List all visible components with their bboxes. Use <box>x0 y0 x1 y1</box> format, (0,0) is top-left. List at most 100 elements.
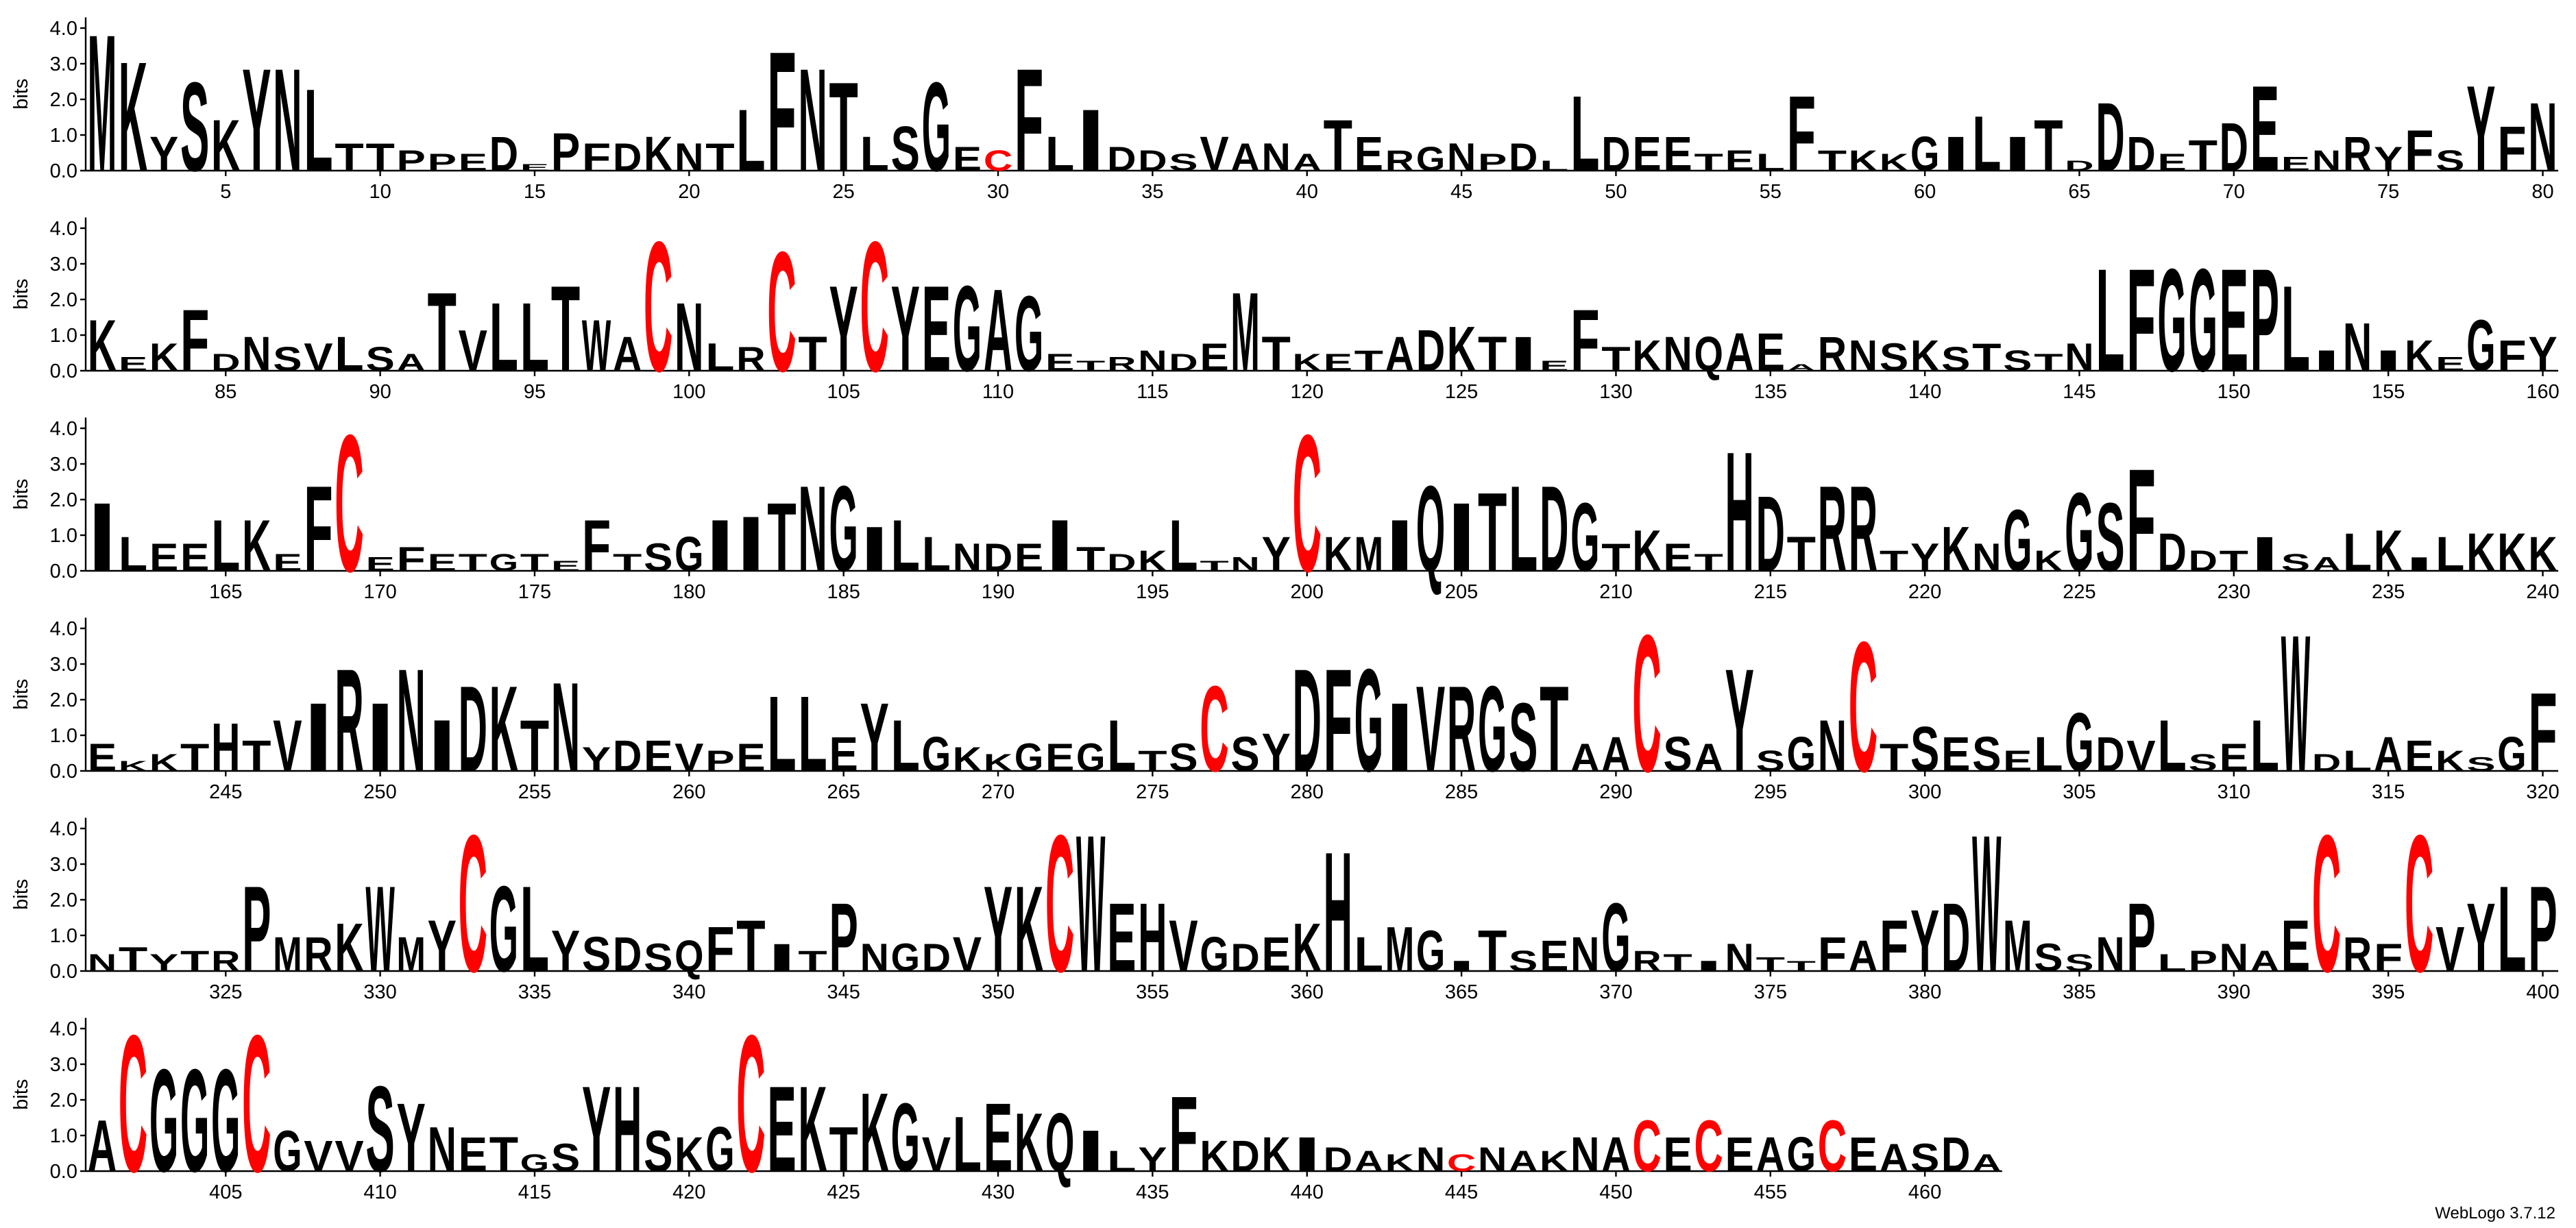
x-tick-label: 115 <box>1137 381 1168 403</box>
logo-letter: D <box>613 732 642 781</box>
logo-letter: T <box>1756 954 1786 976</box>
logo-letter: Y <box>242 39 271 202</box>
x-tick-label: 230 <box>2217 581 2250 603</box>
logo-letter: F <box>2528 670 2557 796</box>
logo-letter: D <box>2189 545 2217 577</box>
logo-letter: C <box>1632 593 1661 813</box>
logo-letter: I <box>1509 327 1538 382</box>
logo-letter: G <box>1416 140 1445 178</box>
x-tick-label: 30 <box>987 181 1009 203</box>
x-tick-label: 110 <box>982 381 1014 403</box>
logo-letter: Y <box>2466 883 2495 992</box>
logo-letter: Y <box>2528 327 2557 382</box>
logo-letter: E <box>1756 322 1785 382</box>
logo-letter: I <box>88 483 117 592</box>
x-tick-label: 325 <box>209 981 242 1003</box>
logo-letter: F <box>397 540 426 578</box>
logo-letter: E <box>1014 537 1043 580</box>
logo-letter: P <box>397 145 426 177</box>
logo-letter: F <box>2497 113 2526 184</box>
logo-letter: L <box>119 527 147 582</box>
logo-letter: E <box>1663 127 1692 182</box>
logo-letter: P <box>2189 945 2217 977</box>
logo-letter: E <box>644 732 672 781</box>
logo-letter: E <box>1324 349 1352 376</box>
y-tick-label: 0.0 <box>50 1161 77 1183</box>
logo-letter: R <box>1818 327 1847 382</box>
logo-letter: Y <box>1261 527 1290 582</box>
logo-letter: I <box>2374 345 2403 377</box>
logo-letter: G <box>2065 470 2093 595</box>
x-tick-label: 100 <box>672 381 705 403</box>
logo-letter: N <box>551 656 580 798</box>
logo-letter: C <box>1818 1105 1847 1187</box>
logo-letter: C <box>984 145 1012 177</box>
logo-letter: D <box>211 349 240 376</box>
logo-letter: K <box>1632 332 1661 380</box>
logo-letter: K <box>119 30 147 204</box>
logo-letter: T <box>365 136 394 180</box>
logo-letter: R <box>1818 460 1847 598</box>
logo-letter: L <box>1756 149 1785 176</box>
logo-letter: S <box>1509 945 1538 977</box>
logo-letter: T <box>242 732 271 781</box>
logo-letter: K <box>2435 745 2465 777</box>
x-tick-label: 95 <box>524 381 546 403</box>
x-tick-label: 170 <box>363 581 396 603</box>
logo-letter: T <box>1972 336 2001 380</box>
logo-letter: N <box>1972 537 2001 580</box>
logo-letter: K <box>119 758 148 774</box>
logo-letter: Y <box>428 905 457 987</box>
y-tick-label: 4.0 <box>50 1018 77 1040</box>
logo-letter: T <box>489 1127 518 1182</box>
logo-letter: K <box>1632 518 1661 584</box>
y-tick-label: 1.0 <box>50 725 77 747</box>
logo-letter: L <box>2158 949 2187 977</box>
logo-letter: Y <box>1725 639 1754 802</box>
logo-letter: G <box>675 527 703 582</box>
logo-letter: E <box>1725 145 1754 177</box>
logo-letter: K <box>1910 332 1939 380</box>
logo-letter: T <box>1076 540 1106 578</box>
logo-letter: N <box>1570 1127 1599 1182</box>
logo-letter: L <box>2095 239 2124 402</box>
logo-letter: G <box>891 937 920 980</box>
logo-letter: K <box>2497 522 2526 582</box>
logo-letter: F <box>180 292 209 390</box>
logo-letter: C <box>767 217 796 408</box>
logo-letter: G <box>1014 274 1043 394</box>
logo-letter: K <box>1293 910 1322 986</box>
logo-letter: T <box>1880 737 1908 780</box>
logo-letter: P <box>242 861 271 998</box>
logo-letter: S <box>2466 754 2495 776</box>
x-tick-label: 145 <box>2063 381 2095 403</box>
logo-letter: E <box>2003 745 2032 777</box>
logo-letter: P <box>1478 149 1507 176</box>
logo-letter: H <box>1324 818 1352 1008</box>
logo-letter: L <box>2158 705 2187 787</box>
logo-letter: G <box>180 1040 209 1203</box>
logo-letter: G <box>1478 661 1507 798</box>
y-axis-label: bits <box>10 679 32 710</box>
x-tick-label: 65 <box>2068 181 2090 203</box>
logo-letter: A <box>1385 327 1414 382</box>
logo-letter: S <box>2189 749 2217 776</box>
logo-letter: W <box>1972 794 2001 1013</box>
logo-letter: A <box>88 1105 117 1187</box>
logo-letter: E <box>2435 354 2464 376</box>
logo-letter: Q <box>1694 327 1723 382</box>
logo-letter: C <box>2312 794 2341 1013</box>
x-tick-label: 105 <box>827 381 860 403</box>
logo-letter: A <box>2250 945 2279 977</box>
logo-letter: T <box>1694 549 1723 576</box>
logo-letter: I <box>428 705 457 787</box>
logo-letter: L <box>2250 705 2279 787</box>
logo-letter: N <box>1663 327 1692 382</box>
logo-letter: T <box>1540 661 1568 798</box>
logo-letter: Y <box>829 260 858 397</box>
logo-letter: E <box>1941 727 1970 782</box>
logo-letter: C <box>1447 1149 1476 1177</box>
logo-letter: K <box>2374 518 2403 584</box>
logo-letter: V <box>335 1132 364 1181</box>
